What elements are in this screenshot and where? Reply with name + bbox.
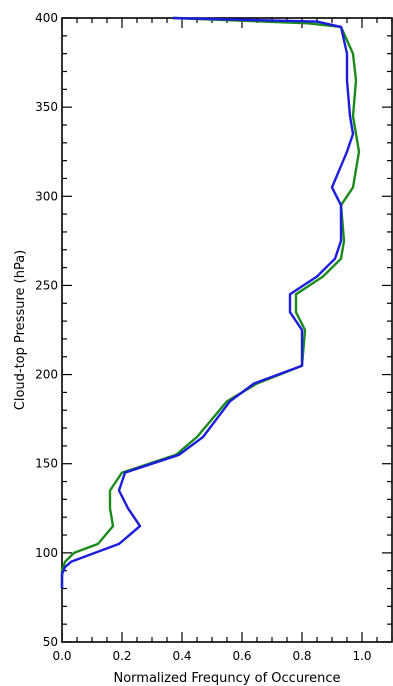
y-tick-label: 400	[35, 11, 58, 25]
y-tick-label: 250	[35, 278, 58, 292]
y-tick-label: 300	[35, 189, 58, 203]
x-tick-label: 0.0	[52, 649, 71, 663]
y-tick-label: 200	[35, 368, 58, 382]
y-tick-label: 350	[35, 100, 58, 114]
y-axis-title: Cloud-top Pressure (hPa)	[13, 250, 28, 411]
plot-frame	[61, 17, 393, 643]
series-line-1	[60, 16, 361, 589]
series-line-2	[60, 16, 355, 589]
x-tick-label: 0.4	[172, 649, 191, 663]
y-tick-label: 100	[35, 546, 58, 560]
y-tick-label: 50	[43, 635, 58, 649]
x-tick-label: 0.8	[292, 649, 311, 663]
x-tick-label: 0.6	[232, 649, 251, 663]
series-group	[60, 16, 361, 589]
x-tick-label: 0.2	[112, 649, 131, 663]
x-ticks: 0.0 0.2 0.4 0.6 0.8 1.0	[52, 18, 393, 663]
y-ticks: 50 100 150 200 250 300 350 400	[35, 11, 392, 649]
x-tick-label: 1.0	[352, 649, 371, 663]
x-axis-title: Normalized Frequncy of Occurence	[113, 671, 340, 686]
y-tick-label: 150	[35, 457, 58, 471]
